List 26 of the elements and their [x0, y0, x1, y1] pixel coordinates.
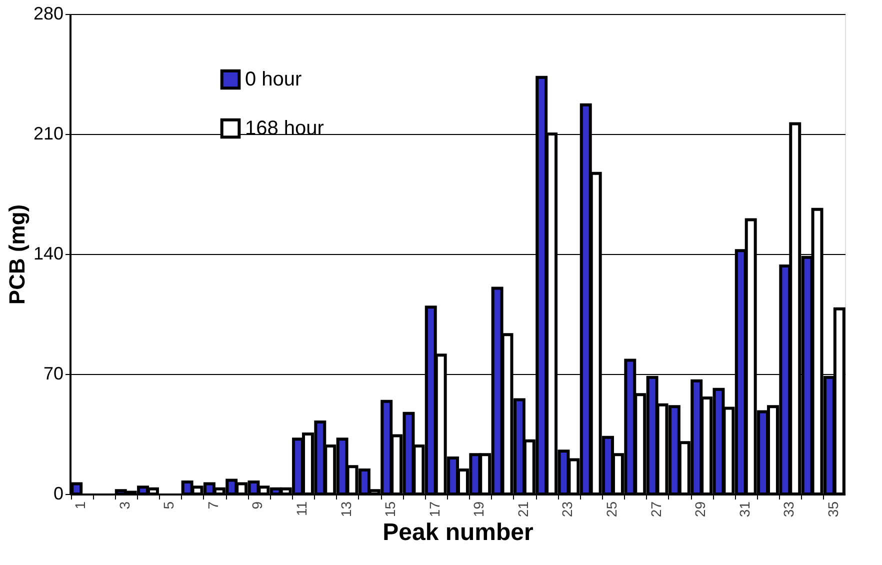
- x-tick-label: 15: [382, 501, 398, 518]
- x-tick-label: 33: [780, 501, 797, 518]
- x-tick-label: 23: [559, 501, 576, 518]
- x-tick-label: 35: [824, 501, 841, 518]
- x-axis-title: Peak number: [382, 519, 534, 546]
- x-tick-label: 29: [692, 501, 708, 518]
- x-tick-label: 3: [116, 501, 132, 510]
- y-tick-label: 70: [43, 364, 64, 384]
- y-tick-label: 0: [53, 484, 64, 504]
- x-tick-label: 17: [426, 501, 442, 518]
- y-tick-label: 140: [33, 244, 64, 264]
- x-tick-label: 21: [514, 501, 531, 518]
- y-axis-title: PCB (mg): [4, 204, 30, 305]
- x-tick-label: 7: [204, 501, 221, 510]
- x-tick-label: 19: [470, 501, 487, 518]
- x-tick-label: 25: [604, 501, 620, 518]
- legend-label: 0 hour: [245, 68, 302, 90]
- x-tick-label: 1: [72, 501, 88, 510]
- x-tick-label: 27: [648, 501, 664, 518]
- y-tick-label: 210: [33, 124, 64, 144]
- x-tick-label: 5: [160, 501, 177, 510]
- x-tick-label: 31: [736, 501, 752, 518]
- x-tick-label: 13: [338, 501, 354, 518]
- x-tick-label: 9: [249, 501, 266, 510]
- x-tick-label: 11: [294, 501, 310, 516]
- y-tick-label: 280: [33, 4, 64, 24]
